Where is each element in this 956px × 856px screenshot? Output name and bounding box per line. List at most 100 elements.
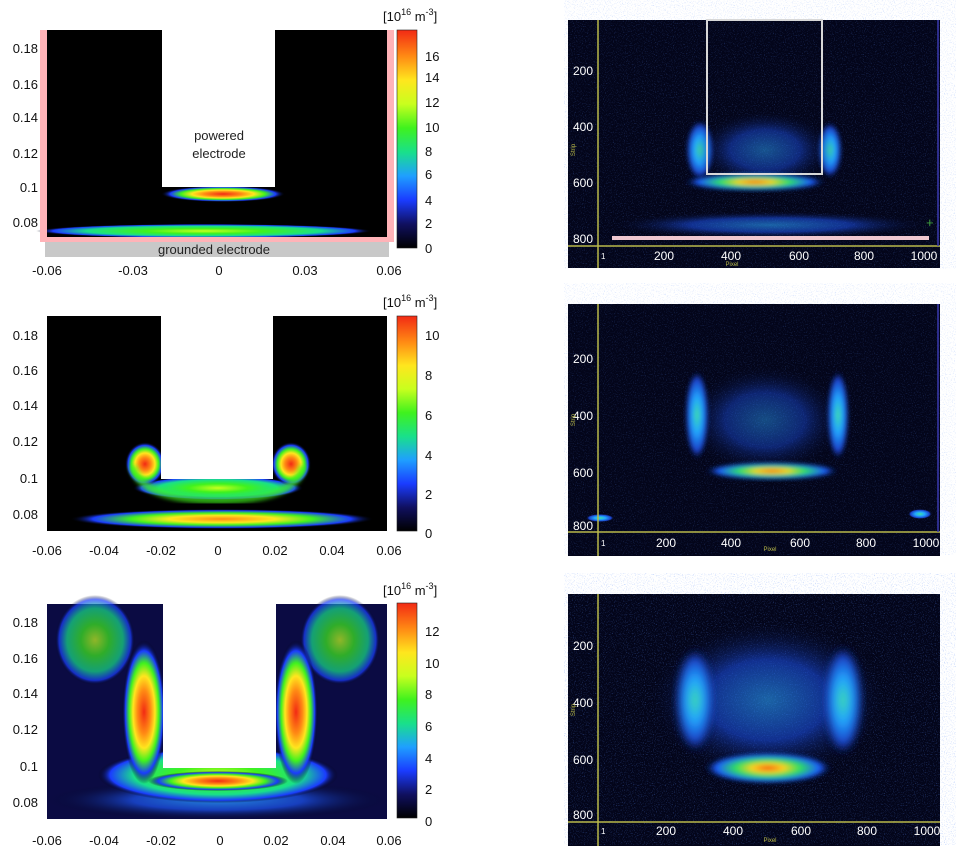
sim2-cb-tick-4: 4 [425, 448, 432, 463]
cam2-ytick-600: 600 [573, 466, 593, 480]
sim1-xtick--0.06: -0.06 [32, 263, 62, 278]
sim2-xtick-0.04: 0.04 [319, 543, 344, 558]
cam2-ytick-200: 200 [573, 352, 593, 366]
sim3-xtick-0: 0 [216, 833, 223, 848]
cam3-xtick-600: 600 [791, 824, 811, 838]
sim3-cb-tick-0: 0 [425, 814, 432, 829]
sim3-powered-electrode [163, 604, 276, 768]
cam3-xtick-1000: 1000 [914, 824, 941, 838]
sim2-colorbar: [1016 m-3] 10 8 6 4 2 0 [383, 293, 439, 541]
cam2-xtick-1: 1 [601, 539, 606, 548]
sim3-left-column [122, 640, 166, 784]
sim2-u-band [129, 464, 307, 505]
cam1-ytick-600: 600 [573, 176, 593, 190]
cam1-xtick-1: 1 [601, 252, 606, 261]
sim1-xtick--0.03: -0.03 [118, 263, 148, 278]
sim3-xtick--0.06: -0.06 [32, 833, 62, 848]
sim1-cb-tick-2: 2 [425, 216, 432, 231]
cam2-xtick-800: 800 [856, 536, 876, 550]
sim3-ytick-0.18: 0.18 [13, 615, 38, 630]
sim1-colorbar-gradient [396, 29, 418, 249]
cam2-xtick-400: 400 [721, 536, 741, 550]
sim1-xtick-0.03: 0.03 [292, 263, 317, 278]
cam3-xtick-400: 400 [723, 824, 743, 838]
sim1-ytick-0.18: 0.18 [13, 41, 38, 56]
sim1-axes-ticks: 0.18 0.16 0.14 0.12 0.1 0.08 -0.06 -0.03… [13, 41, 402, 278]
cam3-glow-right [823, 645, 863, 755]
sim3-ytick-0.12: 0.12 [13, 722, 38, 737]
sim2-xtick--0.02: -0.02 [146, 543, 176, 558]
cam-panel-1: + 200 400 600 800 1 200 400 600 800 1000… [568, 19, 940, 268]
cam3-xlabel: Pixel [763, 838, 776, 844]
sim1-grounded-electrode [45, 242, 389, 257]
cam1-bottom-glow [610, 211, 930, 239]
sim2-colorbar-unit: [1016 m-3] [383, 293, 437, 310]
sim3-cb-tick-8: 8 [425, 687, 432, 702]
cam1-electrode-outline [706, 19, 823, 175]
sim3-ytick-0.14: 0.14 [13, 686, 38, 701]
cam1-ytick-200: 200 [573, 64, 593, 78]
sim2-cb-tick-10: 10 [425, 328, 439, 343]
sim2-cb-tick-0: 0 [425, 526, 432, 541]
sim3-cb-tick-6: 6 [425, 719, 432, 734]
sim2-cb-tick-8: 8 [425, 368, 432, 383]
sim3-xtick-0.02: 0.02 [263, 833, 288, 848]
sim2-cb-tick-6: 6 [425, 408, 432, 423]
sim2-ytick-0.16: 0.16 [13, 363, 38, 378]
sim3-colorbar-gradient [396, 602, 418, 819]
sim1-right-wall [387, 30, 394, 240]
cam3-ytick-600: 600 [573, 753, 593, 767]
cam2-edge-right [908, 509, 932, 519]
sim1-cb-tick-4: 4 [425, 193, 432, 208]
sim1-powered-label: powered [194, 128, 244, 143]
cam3-xtick-200: 200 [656, 824, 676, 838]
sim3-xtick-0.04: 0.04 [320, 833, 345, 848]
cam2-xtick-600: 600 [790, 536, 810, 550]
sim1-cb-tick-16: 16 [425, 49, 439, 64]
cam-panel-3: 200 400 600 800 1 200 400 600 800 1000 P… [568, 594, 941, 846]
sim-panel-3: 0.18 0.16 0.14 0.12 0.1 0.08 -0.06 -0.04… [13, 581, 440, 848]
sim2-powered-electrode [161, 316, 273, 479]
sim3-center-band [148, 771, 288, 791]
sim2-xtick-0: 0 [214, 543, 221, 558]
cam3-xtick-800: 800 [857, 824, 877, 838]
cam1-xtick-600: 600 [789, 249, 809, 263]
cam3-glow-center [648, 620, 888, 780]
cam2-xtick-1000: 1000 [913, 536, 940, 550]
sim2-xtick--0.06: -0.06 [32, 543, 62, 558]
sim1-grounded-label: grounded electrode [158, 242, 270, 257]
sim1-ytick-0.16: 0.16 [13, 77, 38, 92]
sim3-cb-tick-4: 4 [425, 751, 432, 766]
sim3-upper-right-glow [300, 595, 380, 685]
cam1-grounded-line [612, 236, 929, 240]
sim2-colorbar-gradient [396, 315, 418, 532]
cam2-ytick-800: 800 [573, 519, 593, 533]
sim2-ytick-0.1: 0.1 [20, 471, 38, 486]
cam-panel-2: 200 400 600 800 1 200 400 600 800 1000 P… [568, 304, 940, 556]
sim2-ytick-0.14: 0.14 [13, 398, 38, 413]
cam1-ytick-400: 400 [573, 120, 593, 134]
sim3-cb-tick-2: 2 [425, 782, 432, 797]
sim1-cb-tick-10: 10 [425, 120, 439, 135]
sim1-ytick-0.14: 0.14 [13, 110, 38, 125]
cam2-glow-center [685, 365, 845, 475]
cam3-hot-band [703, 752, 833, 784]
sim1-colorbar: [1016 m-3] 16 14 12 10 8 6 4 2 0 [383, 7, 439, 256]
sim1-cb-tick-14: 14 [425, 70, 439, 85]
sim2-xtick-0.06: 0.06 [376, 543, 401, 558]
cam1-xtick-400: 400 [721, 249, 741, 263]
sim3-right-column [274, 640, 318, 784]
cam3-xtick-1: 1 [601, 827, 606, 836]
sim1-bottom-band [36, 224, 372, 238]
cam1-xtick-200: 200 [654, 249, 674, 263]
sim3-colorbar-unit: [1016 m-3] [383, 581, 437, 598]
sim2-bottom-band [70, 509, 374, 529]
cam1-xlabel: Pixel [725, 262, 738, 268]
sim1-colorbar-unit: [1016 m-3] [383, 7, 437, 24]
sim1-cb-tick-0: 0 [425, 241, 432, 256]
cam2-edge-left [586, 514, 614, 522]
sim1-ytick-0.12: 0.12 [13, 146, 38, 161]
sim1-ytick-0.1: 0.1 [20, 180, 38, 195]
cam1-xtick-1000: 1000 [911, 249, 938, 263]
cam1-ytick-800: 800 [573, 232, 593, 246]
